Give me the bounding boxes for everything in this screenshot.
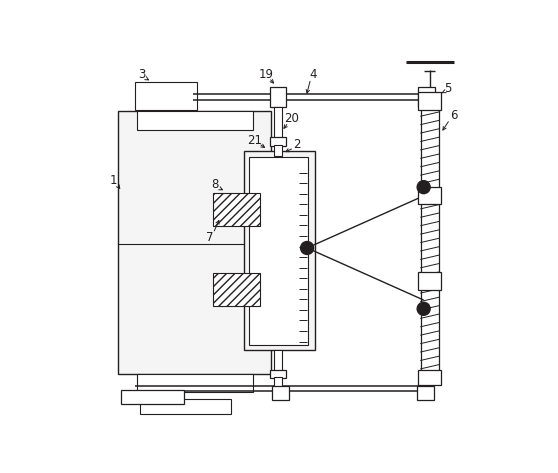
Text: 3: 3 [138, 69, 146, 81]
Bar [140, 399, 232, 414]
Bar [272, 386, 289, 400]
Bar [418, 92, 441, 110]
Bar [418, 370, 441, 385]
Bar [417, 386, 434, 400]
Bar [137, 112, 253, 130]
Circle shape [417, 302, 430, 315]
Bar [274, 145, 282, 156]
Text: 6: 6 [450, 108, 457, 122]
Text: 7: 7 [206, 230, 213, 244]
Circle shape [301, 241, 314, 254]
Bar [135, 82, 197, 110]
Bar [213, 273, 261, 306]
Bar [270, 87, 286, 107]
Bar [275, 107, 282, 139]
Text: 19: 19 [258, 68, 273, 81]
Text: 1: 1 [109, 174, 117, 187]
Bar [275, 350, 282, 371]
Text: 20: 20 [284, 112, 299, 125]
Bar [418, 87, 435, 107]
Text: 21: 21 [248, 134, 262, 147]
Bar [213, 193, 261, 226]
Bar [121, 390, 184, 404]
Text: 4: 4 [310, 69, 317, 81]
Circle shape [417, 181, 430, 194]
Bar [270, 370, 286, 378]
Bar [118, 112, 271, 374]
Text: 8: 8 [211, 178, 219, 191]
Bar [274, 377, 282, 388]
Bar [270, 137, 286, 146]
Text: 2: 2 [293, 138, 301, 151]
Bar [137, 374, 253, 392]
Text: 5: 5 [444, 82, 452, 96]
Bar [249, 157, 308, 345]
Bar [244, 151, 315, 350]
Bar [418, 187, 441, 204]
Bar [418, 272, 441, 290]
